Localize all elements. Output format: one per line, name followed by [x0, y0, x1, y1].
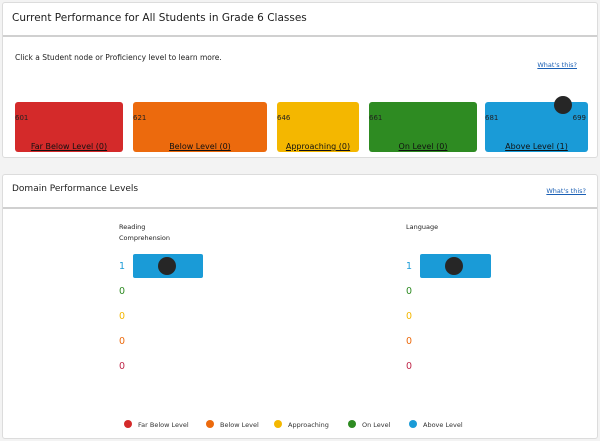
- count-on-level: 0: [119, 286, 126, 297]
- language-above-level-bar[interactable]: [420, 254, 491, 278]
- student-node[interactable]: [445, 257, 463, 275]
- level-on[interactable]: 661 On Level (0): [369, 102, 477, 152]
- count-below-level: 0: [406, 336, 413, 347]
- level-above[interactable]: 681 699 Above Level (1): [485, 102, 588, 152]
- whats-this-link-domain[interactable]: What's this?: [546, 187, 586, 195]
- level-below[interactable]: 621 Below Level (0): [133, 102, 267, 152]
- student-node[interactable]: [554, 96, 572, 114]
- legend-swatch: [274, 420, 282, 428]
- legend-item-approaching: Approaching: [274, 420, 329, 429]
- level-far-below[interactable]: 601 Far Below Level (0): [15, 102, 123, 152]
- legend-swatch: [206, 420, 214, 428]
- current-performance-title: Current Performance for All Students in …: [3, 3, 597, 37]
- student-node[interactable]: [158, 257, 176, 275]
- legend-item-on: On Level: [348, 420, 390, 429]
- domain-title-language: Language: [406, 223, 439, 231]
- level-label-approaching[interactable]: Approaching (0): [285, 142, 351, 151]
- level-min-score: 681: [485, 114, 499, 122]
- count-approaching: 0: [119, 311, 126, 322]
- instruction-text: Click a Student node or Proficiency leve…: [15, 53, 222, 62]
- level-label-far-below[interactable]: Far Below Level (0): [30, 142, 108, 151]
- level-min-score: 601: [15, 114, 29, 122]
- legend-label: Above Level: [423, 421, 463, 429]
- legend-item-above: Above Level: [409, 420, 463, 429]
- legend: Far Below Level Below Level Approaching …: [3, 420, 599, 432]
- domain-title-reading-comprehension: Reading Comprehension: [119, 223, 171, 242]
- count-above-level: 1: [406, 261, 413, 272]
- legend-label: Far Below Level: [138, 421, 189, 429]
- legend-label: Approaching: [288, 421, 329, 429]
- count-above-level: 1: [119, 261, 126, 272]
- domain-performance-panel: Domain Performance Levels What's this? R…: [2, 174, 598, 439]
- reading-comprehension-above-level-bar[interactable]: [133, 254, 203, 278]
- count-far-below-level: 0: [406, 361, 413, 372]
- level-label-below[interactable]: Below Level (0): [169, 142, 231, 151]
- level-label-above[interactable]: Above Level (1): [505, 142, 568, 151]
- level-min-score: 661: [369, 114, 383, 122]
- level-label-on[interactable]: On Level (0): [398, 142, 448, 151]
- level-min-score: 621: [133, 114, 147, 122]
- legend-label: On Level: [362, 421, 391, 429]
- legend-label: Below Level: [220, 421, 259, 429]
- level-approaching[interactable]: 646 Approaching (0): [277, 102, 359, 152]
- legend-swatch: [409, 420, 417, 428]
- current-performance-panel: Current Performance for All Students in …: [2, 2, 598, 158]
- legend-swatch: [124, 420, 132, 428]
- level-min-score: 646: [277, 114, 291, 122]
- legend-item-far-below: Far Below Level: [124, 420, 189, 429]
- count-far-below-level: 0: [119, 361, 126, 372]
- count-on-level: 0: [406, 286, 413, 297]
- count-below-level: 0: [119, 336, 126, 347]
- whats-this-link-performance[interactable]: What's this?: [537, 61, 577, 69]
- domain-performance-title: Domain Performance Levels: [3, 175, 597, 209]
- count-approaching: 0: [406, 311, 413, 322]
- legend-swatch: [348, 420, 356, 428]
- legend-item-below: Below Level: [206, 420, 259, 429]
- level-max-score: 699: [572, 114, 586, 122]
